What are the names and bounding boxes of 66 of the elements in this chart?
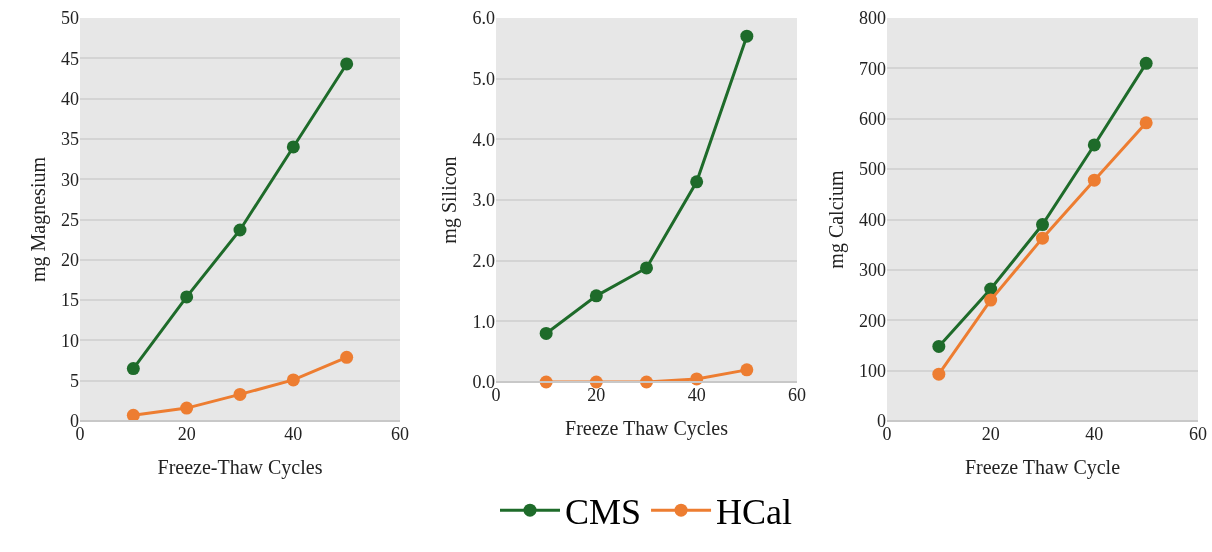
point: [233, 223, 247, 237]
point: [740, 29, 754, 43]
point: [1087, 138, 1101, 152]
y-tick-label: 30: [61, 169, 79, 190]
point: [589, 289, 603, 303]
y-axis-title: mg Calcium: [824, 169, 848, 269]
point: [340, 350, 354, 364]
x-tick-label: 40: [284, 424, 303, 444]
y-tick-label: 5: [70, 371, 79, 391]
y-tick-label: 20: [61, 250, 79, 271]
point: [1139, 116, 1153, 130]
x-tick-label: 60: [391, 424, 409, 444]
y-tick-label: 3.0: [472, 190, 495, 211]
y-axis-title: mg Magnesium: [26, 156, 50, 282]
y-tick-label: 400: [859, 209, 886, 230]
point: [984, 293, 998, 307]
point: [740, 363, 754, 377]
point: [1087, 173, 1101, 187]
point: [932, 339, 946, 353]
y-tick-label: 4.0: [472, 129, 495, 150]
point: [1139, 56, 1153, 70]
x-tick-label: 20: [177, 424, 196, 444]
y-tick-label: 50: [61, 8, 79, 29]
x-tick-label: 40: [687, 385, 706, 405]
point: [233, 387, 247, 401]
y-tick-label: 40: [61, 88, 79, 109]
y-axis-title: mg Silicon: [438, 156, 461, 244]
x-tick-label: 60: [1189, 424, 1207, 444]
x-axis-title: Freeze-Thaw Cycles: [157, 455, 323, 479]
point: [1036, 231, 1049, 245]
y-tick-label: 100: [859, 360, 886, 381]
point: [539, 326, 553, 340]
x-axis-title: Freeze Thaw Cycles: [565, 416, 729, 440]
point: [640, 261, 653, 275]
y-tick-label: 25: [61, 209, 79, 230]
point: [932, 367, 946, 381]
y-tick-label: 1.0: [472, 311, 495, 332]
y-tick-label: 500: [859, 159, 886, 180]
point: [180, 290, 194, 304]
y-tick-label: 6.0: [472, 8, 495, 29]
point: [126, 362, 140, 376]
point: [286, 140, 300, 154]
x-tick-label: 20: [981, 424, 1000, 444]
y-tick-label: 800: [859, 8, 886, 29]
y-tick-label: 700: [859, 58, 886, 79]
y-tick-label: 5.0: [472, 68, 495, 89]
x-tick-label: 20: [587, 385, 606, 405]
y-tick-label: 45: [61, 48, 79, 69]
y-tick-label: 600: [859, 109, 886, 130]
point: [1036, 218, 1049, 232]
x-axis-title: Freeze Thaw Cycle: [964, 455, 1121, 479]
legend-label: HCal: [716, 492, 793, 533]
point: [126, 408, 140, 422]
x-tick-label: 60: [788, 385, 806, 405]
point: [690, 175, 704, 189]
y-tick-label: 35: [61, 129, 79, 150]
y-tick-label: 10: [61, 330, 79, 351]
x-tick-label: 40: [1085, 424, 1104, 444]
point: [340, 57, 354, 71]
y-tick-label: 300: [859, 260, 886, 281]
y-tick-label: 15: [61, 290, 79, 311]
y-tick-label: 2.0: [472, 250, 495, 271]
y-tick-label: 200: [859, 310, 886, 331]
point: [286, 373, 300, 387]
point: [180, 401, 194, 415]
legend-label: CMS: [565, 492, 642, 533]
